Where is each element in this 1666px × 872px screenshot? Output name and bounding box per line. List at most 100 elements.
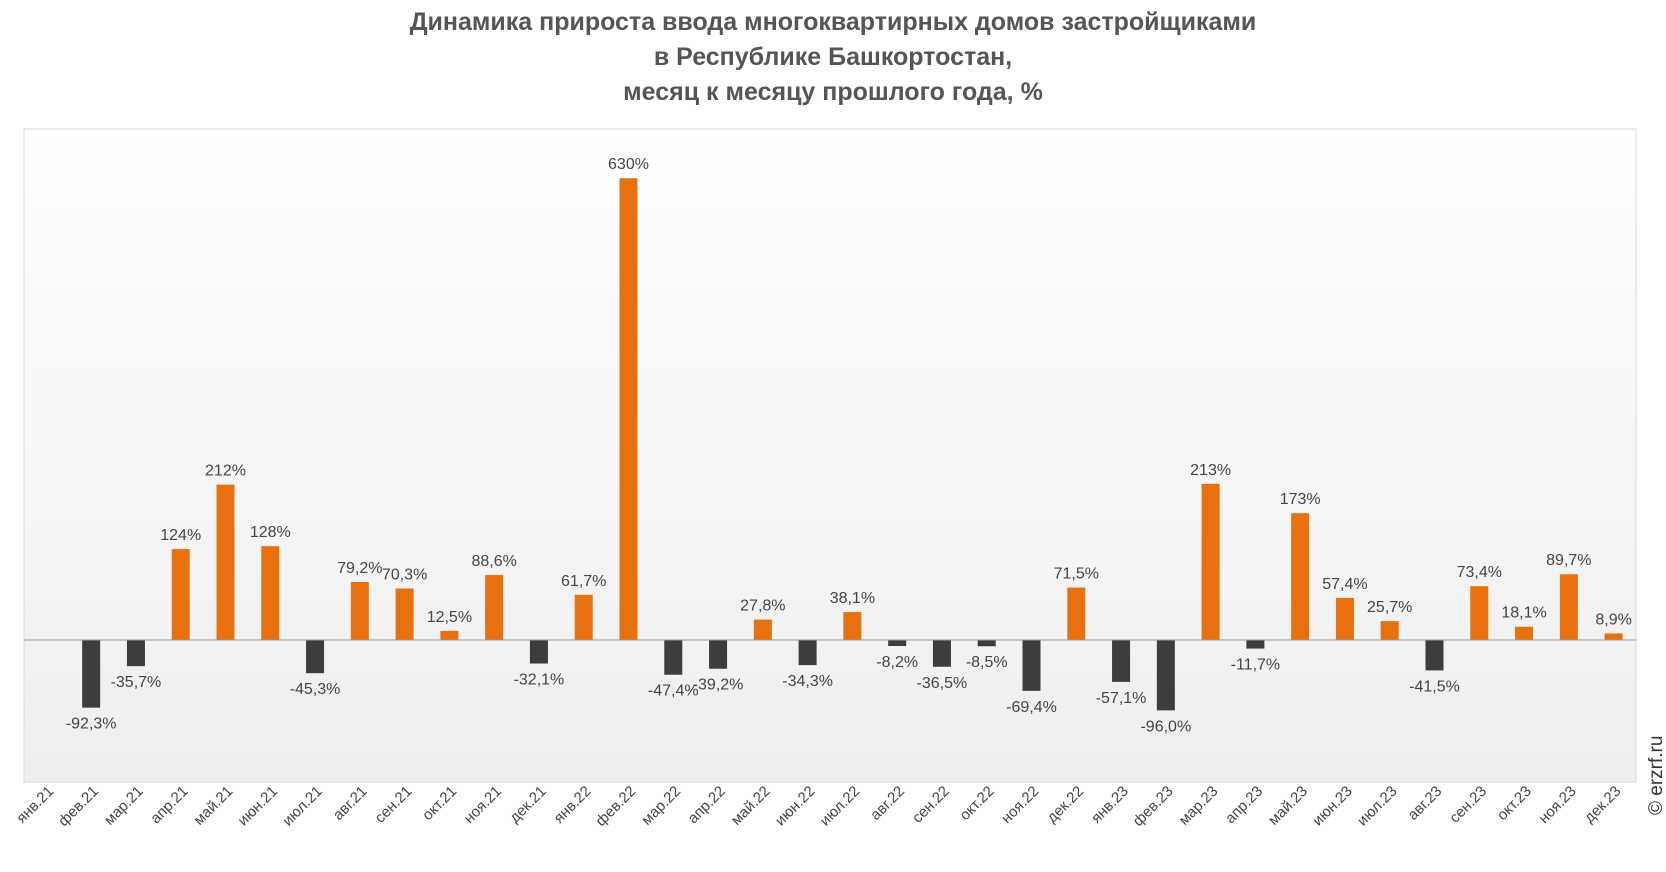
- plot-area: [23, 128, 1637, 783]
- bar-7: [350, 581, 369, 640]
- value-label-15: -39,2%: [693, 677, 744, 694]
- value-label-7: 79,2%: [337, 560, 382, 577]
- x-tick-label-31: авг.23: [1404, 783, 1445, 824]
- bar-23: [1067, 587, 1086, 640]
- value-label-6: -45,3%: [290, 681, 341, 698]
- x-tick-label-26: мар.23: [1176, 783, 1222, 829]
- value-label-26: 213%: [1190, 462, 1231, 479]
- bar-20: [932, 640, 951, 667]
- x-tick-label-13: фев.22: [592, 783, 639, 830]
- bar-24: [1112, 640, 1131, 682]
- bar-4: [216, 484, 235, 640]
- value-label-2: -35,7%: [111, 674, 162, 691]
- bar-9: [440, 630, 459, 640]
- x-tick-label-7: авг.21: [330, 783, 371, 824]
- x-tick-label-16: май.22: [728, 783, 774, 829]
- bar-2: [126, 640, 145, 667]
- bar-8: [395, 588, 414, 640]
- x-tick-label-34: ноя.23: [1535, 783, 1579, 827]
- value-label-31: -41,5%: [1409, 678, 1460, 695]
- x-tick-label-12: янв.22: [551, 783, 595, 827]
- value-label-14: -47,4%: [648, 683, 699, 700]
- value-label-25: -96,0%: [1140, 718, 1191, 735]
- watermark: © erzrf.ru: [1640, 640, 1666, 820]
- x-tick-label-21: окт.22: [956, 783, 997, 824]
- x-tick-label-20: сен.22: [909, 783, 953, 827]
- value-label-4: 212%: [205, 463, 246, 480]
- x-tick-label-4: май.21: [190, 783, 236, 829]
- x-tick-label-11: дек.21: [506, 783, 549, 826]
- bar-16: [753, 619, 772, 640]
- x-tick-label-18: июл.22: [817, 783, 864, 830]
- bar-13: [619, 178, 638, 640]
- value-label-10: 88,6%: [471, 553, 516, 570]
- bar-1: [82, 640, 101, 708]
- bar-35: [1604, 633, 1623, 640]
- value-label-17: -34,3%: [782, 673, 833, 690]
- value-label-18: 38,1%: [830, 590, 875, 607]
- x-tick-label-30: июл.23: [1354, 783, 1401, 830]
- x-tick-label-19: авг.22: [867, 783, 908, 824]
- bar-32: [1470, 586, 1489, 640]
- value-label-30: 25,7%: [1367, 599, 1412, 616]
- chart-title-line-1: Динамика прироста ввода многоквартирных …: [409, 8, 1257, 36]
- x-tick-label-8: сен.21: [372, 783, 416, 827]
- value-label-23: 71,5%: [1054, 566, 1099, 583]
- chart-title-line-3: месяц к месяцу прошлого года, %: [623, 78, 1043, 106]
- value-label-13: 630%: [608, 156, 649, 173]
- bar-30: [1380, 621, 1399, 640]
- x-tick-label-35: дек.23: [1581, 783, 1624, 826]
- x-tick-label-10: ноя.21: [461, 783, 505, 827]
- x-tick-label-32: сен.23: [1446, 783, 1490, 827]
- value-label-33: 18,1%: [1501, 605, 1546, 622]
- bar-26: [1201, 483, 1220, 640]
- x-tick-label-0: янв.21: [13, 783, 57, 827]
- x-tick-label-2: мар.21: [101, 783, 147, 829]
- bar-5: [261, 546, 280, 640]
- value-labels-layer: -92,3% -35,7% 124% 212% 128% -45,3% 79,2% 70,3%…: [66, 156, 1632, 735]
- x-tick-label-15: апр.22: [685, 783, 729, 827]
- x-tick-label-5: июн.21: [235, 783, 282, 830]
- x-tick-label-14: мар.22: [638, 783, 684, 829]
- bar-10: [485, 575, 504, 640]
- x-tick-label-3: апр.21: [147, 783, 191, 827]
- bar-6: [306, 640, 325, 674]
- value-label-20: -36,5%: [917, 675, 968, 692]
- bar-25: [1156, 640, 1175, 711]
- value-label-16: 27,8%: [740, 598, 785, 615]
- x-tick-label-27: апр.23: [1222, 783, 1266, 827]
- x-tick-label-28: май.23: [1265, 783, 1311, 829]
- x-tick-label-24: янв.23: [1088, 783, 1132, 827]
- bar-33: [1515, 626, 1534, 640]
- x-tick-label-17: июн.22: [772, 783, 819, 830]
- value-label-34: 89,7%: [1546, 552, 1591, 569]
- x-tick-label-25: фев.23: [1130, 783, 1177, 830]
- bar-12: [574, 594, 593, 640]
- value-label-12: 61,7%: [561, 573, 606, 590]
- bar-22: [1022, 640, 1041, 691]
- x-tick-label-6: июл.21: [279, 783, 326, 830]
- bar-29: [1335, 597, 1354, 640]
- watermark-text: © erzrf.ru: [1646, 736, 1666, 815]
- value-label-5: 128%: [250, 524, 291, 541]
- value-label-1: -92,3%: [66, 716, 117, 733]
- bar-15: [709, 640, 728, 669]
- value-label-24: -57,1%: [1096, 690, 1147, 707]
- x-tick-label-29: июн.23: [1309, 783, 1356, 830]
- bar-27: [1246, 640, 1265, 649]
- value-label-11: -32,1%: [514, 672, 565, 689]
- bar-31: [1425, 640, 1444, 671]
- value-label-29: 57,4%: [1322, 576, 1367, 593]
- x-tick-label-22: ноя.22: [998, 783, 1042, 827]
- bar-21: [977, 640, 996, 647]
- bar-34: [1559, 574, 1578, 640]
- x-tick-label-1: фев.21: [55, 783, 102, 830]
- x-tick-label-9: окт.21: [419, 783, 460, 824]
- value-label-35: 8,9%: [1595, 611, 1631, 628]
- x-tick-label-33: окт.23: [1494, 783, 1535, 824]
- value-label-22: -69,4%: [1006, 699, 1057, 716]
- value-label-28: 173%: [1280, 491, 1321, 508]
